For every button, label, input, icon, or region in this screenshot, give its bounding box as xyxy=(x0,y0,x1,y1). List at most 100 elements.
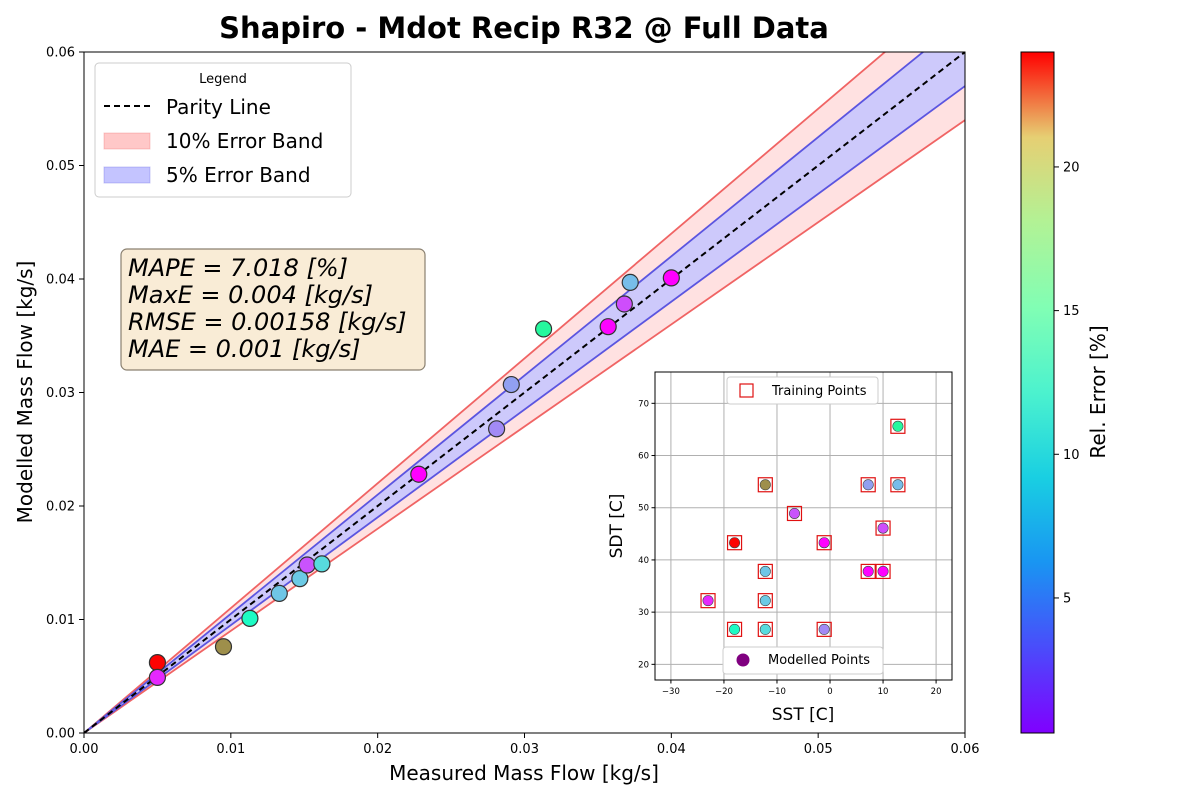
legend: Legend Parity Line 10% Error Band 5% Err… xyxy=(94,62,352,198)
inset-modelled-point xyxy=(702,595,714,607)
inset-modelled-point xyxy=(759,565,771,577)
inset-training-point xyxy=(860,477,876,493)
x-tick-label: 0.05 xyxy=(804,742,833,757)
inset-y-tick-label: 60 xyxy=(638,452,649,462)
inset-legend-modelled-label: Modelled Points xyxy=(768,653,870,668)
x-tick-label: 0.01 xyxy=(216,742,245,757)
parity-line xyxy=(84,52,965,733)
inset-modelled-point xyxy=(862,479,874,491)
inset-y-tick-label: 30 xyxy=(638,608,649,618)
inset-training-point xyxy=(786,505,803,522)
legend-entry-band-5: 5% Error Band xyxy=(166,163,311,187)
error-band-10-lower-line xyxy=(84,119,965,733)
metrics-box-frame xyxy=(120,248,426,371)
error-band-10-upper-line xyxy=(84,52,887,733)
legend-title: Legend xyxy=(199,72,247,87)
y-tick-label: 0.04 xyxy=(46,273,75,288)
main-point xyxy=(241,609,259,627)
inset-training-point xyxy=(875,520,891,536)
inset-x-tick-label: −30 xyxy=(662,687,680,697)
colorbar-tick-label: 20 xyxy=(1063,160,1080,175)
legend-frame xyxy=(94,62,352,198)
main-plot-area xyxy=(84,52,965,733)
x-tick-label: 0.00 xyxy=(70,742,99,757)
inset-modelled-point xyxy=(892,479,904,491)
main-point xyxy=(662,269,680,287)
y-tick-label: 0.03 xyxy=(46,386,75,401)
inset-axes-frame xyxy=(654,371,953,681)
inset-y-tick-label: 20 xyxy=(638,660,649,670)
main-point xyxy=(148,654,167,672)
x-axis-label: Measured Mass Flow [kg/s] xyxy=(389,761,659,785)
metrics-box: MAPE = 7.018 [%] MaxE = 0.004 [kg/s] RMS… xyxy=(120,248,426,371)
inset-training-point xyxy=(875,563,891,580)
legend-entry-parity: Parity Line xyxy=(166,95,271,119)
main-point xyxy=(488,420,506,438)
main-point xyxy=(534,320,553,338)
main-point xyxy=(270,584,288,602)
inset-modelled-point xyxy=(877,522,889,534)
inset-legend-modelled-swatch xyxy=(736,653,750,667)
inset-training-point xyxy=(860,563,876,580)
inset-training-point xyxy=(890,418,906,434)
inset-training-point xyxy=(757,621,773,637)
inset-modelled-point xyxy=(759,479,771,491)
main-point xyxy=(214,638,233,656)
error-band-5-upper-line xyxy=(84,52,925,733)
y-tick-label: 0.00 xyxy=(46,727,75,742)
inset-y-axis-label: SDT [C] xyxy=(607,494,627,559)
inset-modelled-point xyxy=(818,623,830,635)
colorbar-ticks: 5 10 15 20 xyxy=(1054,160,1080,606)
colorbar-tick-label: 15 xyxy=(1063,304,1080,319)
chart-title: Shapiro - Mdot Recip R32 @ Full Data xyxy=(219,11,829,45)
main-x-ticks: 0.00 0.01 0.02 0.03 0.04 0.05 0.06 xyxy=(70,733,980,757)
inset-legend-training-frame xyxy=(726,376,879,405)
colorbar-tick-label: 5 xyxy=(1063,591,1071,606)
main-point xyxy=(148,668,167,686)
inset-legend-modelled-frame xyxy=(722,646,884,675)
inset-modelled-point xyxy=(877,565,889,577)
inset-training-point xyxy=(726,621,743,637)
metric-mape: MAPE = 7.018 [%] xyxy=(128,254,348,282)
x-tick-label: 0.04 xyxy=(657,742,686,757)
inset-training-point xyxy=(757,477,773,493)
colorbar-gradient xyxy=(1020,51,1055,734)
inset-training-point xyxy=(757,563,773,580)
inset-modelled-point xyxy=(729,623,741,635)
y-tick-label: 0.06 xyxy=(46,46,75,61)
main-point xyxy=(615,295,633,313)
inset-modelled-point xyxy=(759,623,771,635)
main-point xyxy=(599,318,617,336)
x-tick-label: 0.06 xyxy=(951,742,980,757)
inset-x-ticks: −30 −20 −10 0 10 20 xyxy=(662,680,942,697)
inset-training-point xyxy=(700,593,716,609)
inset-legend-training: Training Points xyxy=(726,376,879,405)
inset-y-tick-label: 40 xyxy=(638,556,649,566)
y-tick-label: 0.02 xyxy=(46,500,75,515)
inset-y-ticks: 20 30 40 50 60 70 xyxy=(638,399,655,670)
inset-y-tick-label: 50 xyxy=(638,504,649,514)
inset-modelled-point xyxy=(818,537,830,549)
legend-band-10-swatch xyxy=(103,132,151,150)
y-tick-label: 0.01 xyxy=(46,613,75,628)
colorbar-tick-label: 10 xyxy=(1063,448,1080,463)
main-point xyxy=(313,555,331,573)
x-tick-label: 0.02 xyxy=(363,742,392,757)
inset-plot: −30 −20 −10 0 10 20 20 30 40 50 60 70 SST [C] SDT … xyxy=(607,371,953,725)
colorbar: 5 10 15 20 Rel. Error [%] xyxy=(1020,51,1110,734)
inset-modelled-point xyxy=(892,420,904,432)
inset-x-tick-label: 0 xyxy=(827,687,832,697)
inset-modelled-point xyxy=(759,595,771,607)
main-point xyxy=(502,375,520,394)
main-y-ticks: 0.00 0.01 0.02 0.03 0.04 0.05 0.06 xyxy=(46,46,84,742)
metric-maxe: MaxE = 0.004 [kg/s] xyxy=(128,281,373,309)
legend-band-5-swatch xyxy=(103,166,151,184)
inset-training-point xyxy=(816,621,832,637)
error-band-5-lower-line xyxy=(84,85,965,733)
inset-background xyxy=(655,372,952,680)
inset-modelled-point xyxy=(788,507,800,519)
inset-y-tick-label: 70 xyxy=(638,399,649,409)
inset-points xyxy=(700,418,906,637)
inset-x-axis-label: SST [C] xyxy=(772,705,835,725)
